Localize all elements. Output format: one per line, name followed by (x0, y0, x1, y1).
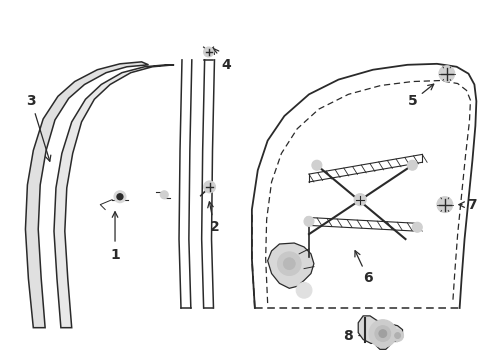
Circle shape (411, 222, 421, 232)
Text: 6: 6 (354, 251, 372, 285)
Text: 4: 4 (213, 48, 231, 72)
Circle shape (296, 282, 311, 298)
Circle shape (277, 252, 301, 275)
Circle shape (368, 320, 396, 347)
Circle shape (394, 333, 400, 338)
Text: 1: 1 (110, 248, 120, 262)
Polygon shape (25, 62, 148, 328)
Polygon shape (358, 316, 402, 349)
Circle shape (438, 66, 454, 82)
Circle shape (117, 194, 122, 200)
Text: 7: 7 (458, 198, 476, 212)
Circle shape (203, 47, 213, 57)
Circle shape (391, 330, 403, 342)
Text: 2: 2 (207, 202, 219, 234)
Circle shape (374, 326, 390, 342)
Circle shape (203, 181, 215, 193)
Circle shape (304, 216, 313, 226)
Circle shape (114, 191, 125, 203)
Circle shape (160, 191, 168, 199)
Text: 8: 8 (343, 329, 368, 343)
Circle shape (378, 330, 386, 338)
Circle shape (353, 194, 366, 206)
Text: 3: 3 (26, 94, 51, 161)
Circle shape (311, 160, 321, 170)
Polygon shape (267, 243, 313, 288)
Circle shape (436, 197, 452, 212)
Circle shape (283, 258, 295, 270)
Polygon shape (54, 65, 174, 328)
Text: 5: 5 (407, 84, 433, 108)
Circle shape (407, 160, 416, 170)
